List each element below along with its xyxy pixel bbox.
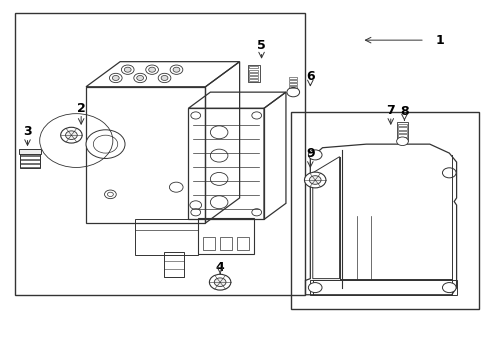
Bar [19,149,41,154]
Bar [247,65,259,82]
Bar [289,83,297,85]
Circle shape [161,76,167,81]
Bar [20,150,40,168]
Bar [249,79,258,81]
Circle shape [396,137,407,145]
Circle shape [134,73,146,83]
Bar [237,237,249,250]
Circle shape [158,73,170,83]
Text: 8: 8 [399,105,408,118]
Circle shape [107,192,113,197]
Text: 4: 4 [215,261,224,274]
Bar [396,122,407,141]
Bar [312,280,451,295]
Bar [86,87,205,223]
Circle shape [251,209,261,216]
Text: 7: 7 [386,104,394,117]
Circle shape [304,172,325,188]
Bar [20,160,40,163]
Bar [220,237,232,250]
Circle shape [286,87,299,97]
Bar [310,280,456,295]
Circle shape [210,196,227,209]
Circle shape [65,131,77,139]
Circle shape [93,135,118,153]
Circle shape [190,209,200,216]
Circle shape [209,274,230,290]
Circle shape [308,150,322,160]
Bar [198,218,254,253]
Circle shape [214,278,225,287]
Circle shape [148,67,155,72]
Text: 2: 2 [77,102,85,115]
Bar [397,134,406,137]
Bar [20,151,40,154]
Circle shape [137,76,143,81]
Bar [290,112,478,309]
Circle shape [109,73,122,83]
Bar [203,237,215,250]
Circle shape [170,65,183,75]
Circle shape [190,112,200,119]
Circle shape [124,67,131,72]
Bar [249,73,258,75]
Circle shape [145,65,158,75]
Circle shape [442,168,455,178]
Bar [289,86,297,88]
Circle shape [309,176,321,184]
Text: 3: 3 [23,125,32,138]
Bar [289,80,297,82]
Circle shape [251,112,261,119]
Bar [249,66,258,68]
Bar [20,156,40,159]
Text: 6: 6 [305,69,314,82]
Bar [249,69,258,72]
Circle shape [121,65,134,75]
Bar [397,131,406,134]
Bar [289,77,297,79]
Circle shape [189,201,201,210]
Bar [163,252,183,277]
Bar [397,124,406,126]
Circle shape [61,127,82,143]
Circle shape [104,190,116,199]
Circle shape [308,283,322,293]
Text: 9: 9 [305,147,314,159]
Bar [15,13,305,295]
Circle shape [112,76,119,81]
Text: 5: 5 [257,39,265,52]
Bar [397,127,406,130]
Circle shape [169,182,183,192]
Bar [397,138,406,140]
Circle shape [210,172,227,185]
Circle shape [86,130,125,158]
Circle shape [173,67,180,72]
Circle shape [210,126,227,139]
Bar [188,108,264,220]
Text: 1: 1 [434,33,443,47]
Circle shape [442,283,455,293]
Circle shape [210,149,227,162]
Bar [249,76,258,78]
Bar [20,164,40,167]
Bar [135,220,198,255]
